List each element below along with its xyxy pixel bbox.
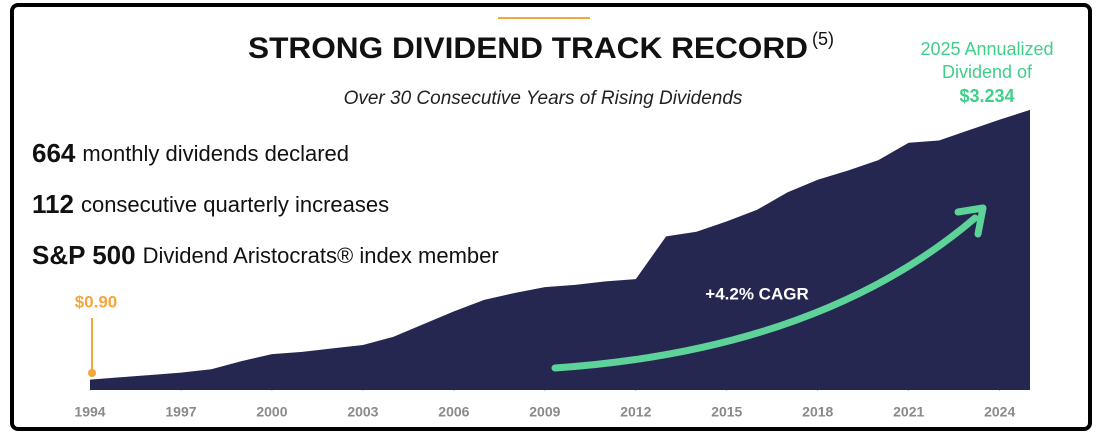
stat-line: 664 monthly dividends declared (32, 138, 349, 168)
cagr-label: +4.2% CAGR (705, 284, 808, 303)
x-tick-label: 2006 (438, 404, 469, 420)
x-tick-label: 1994 (74, 404, 105, 420)
end-note: 2025 Annualized (920, 39, 1053, 59)
title-superscript: (5) (812, 29, 834, 49)
x-tick-label: 2021 (893, 404, 924, 420)
end-note: Dividend of (942, 62, 1033, 82)
x-tick-label: 2015 (711, 404, 742, 420)
stat-text: monthly dividends declared (82, 141, 349, 166)
stat-number: S&P 500 (32, 240, 136, 270)
stat-text: consecutive quarterly increases (81, 192, 389, 217)
x-tick-label: 2012 (620, 404, 651, 420)
subtitle: Over 30 Consecutive Years of Rising Divi… (344, 88, 743, 109)
stat-number: 664 (32, 138, 76, 168)
cagr-arrowhead (954, 204, 987, 238)
start-dot (88, 369, 96, 377)
stat-line: 112 consecutive quarterly increases (32, 189, 389, 219)
x-tick-label: 2024 (984, 404, 1015, 420)
x-tick-label: 2018 (802, 404, 833, 420)
x-tick-label: 2003 (347, 404, 378, 420)
x-tick-label: 1997 (165, 404, 196, 420)
x-tick-label: 2000 (256, 404, 287, 420)
end-label: $3.234 (959, 86, 1014, 106)
stat-line: S&P 500 Dividend Aristocrats® index membe… (32, 240, 499, 270)
chart-title: STRONG DIVIDEND TRACK RECORD (248, 32, 808, 65)
start-label: $0.90 (75, 292, 118, 311)
stat-text: Dividend Aristocrats® index member (143, 243, 499, 268)
cagr-arrow (551, 214, 979, 372)
stat-number: 112 (32, 189, 74, 219)
x-tick-label: 2009 (529, 404, 560, 420)
